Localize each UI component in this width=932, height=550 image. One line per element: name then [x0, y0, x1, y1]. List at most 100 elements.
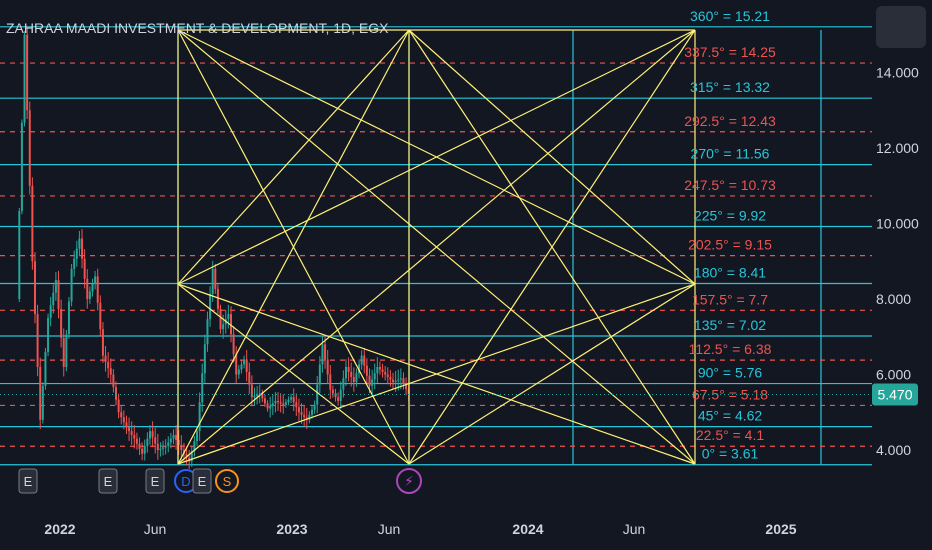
candle-body: [83, 258, 86, 279]
candle-body: [243, 359, 246, 365]
candle-body: [316, 384, 319, 405]
candle-body: [392, 379, 395, 383]
x-tick-label: Jun: [378, 521, 401, 537]
candle-body: [57, 280, 60, 310]
candle-body: [101, 329, 104, 356]
candle-body: [143, 446, 146, 454]
candle-body: [258, 393, 261, 395]
earnings-marker-label: E: [151, 474, 160, 489]
candle-body: [135, 438, 138, 444]
candle-body: [151, 431, 154, 438]
candle-body: [130, 431, 133, 435]
candle-body: [214, 268, 217, 289]
gann-level-label: 292.5° = 12.43: [684, 113, 776, 129]
gann-fan-line: [177, 29, 410, 465]
candle-body: [146, 438, 149, 447]
gann-fan-line: [177, 283, 696, 465]
candle-body: [386, 374, 389, 378]
candle-body: [88, 291, 91, 299]
lightning-marker-icon: ⚡: [404, 474, 414, 490]
candle-body: [263, 398, 266, 404]
split-marker: [215, 469, 239, 493]
candle-body: [138, 443, 141, 449]
candle-body: [389, 377, 392, 380]
candle-body: [162, 447, 165, 449]
candle-body: [148, 431, 151, 439]
y-tick-label: 6.000: [876, 367, 911, 383]
candle-body: [86, 278, 89, 299]
candle-body: [256, 394, 259, 396]
candle-body: [156, 443, 159, 450]
candle-body: [373, 373, 376, 380]
x-tick-label: 2022: [44, 521, 75, 537]
gann-level-label: 0° = 3.61: [702, 446, 759, 462]
candle-body: [172, 434, 175, 439]
candle-body: [397, 379, 400, 381]
candle-body: [279, 402, 282, 404]
candle-body: [363, 355, 366, 366]
gann-level-label: 90° = 5.76: [698, 365, 763, 381]
gann-level-label: 202.5° = 9.15: [688, 237, 772, 253]
candle-body: [198, 402, 201, 432]
candle-body: [290, 397, 293, 400]
candle-body: [31, 185, 34, 262]
candle-body: [33, 261, 36, 315]
candle-body: [303, 414, 306, 418]
candle-body: [117, 399, 120, 413]
candle-body: [23, 34, 26, 123]
candle-body: [371, 379, 374, 386]
y-tick-label: 10.000: [876, 216, 919, 232]
candle-body: [54, 280, 57, 293]
gann-fan-line: [408, 29, 696, 465]
candle-body: [378, 366, 381, 370]
gann-level-label: 337.5° = 14.25: [684, 44, 776, 60]
candle-body: [216, 288, 219, 310]
chart-settings-button[interactable]: [876, 6, 926, 48]
candle-body: [261, 393, 264, 399]
candle-body: [206, 319, 209, 345]
gann-level-label: 360° = 15.21: [690, 8, 770, 24]
candle-body: [75, 248, 78, 259]
candle-body: [334, 393, 337, 398]
last-price-tag: [872, 383, 918, 406]
candle-body: [112, 374, 115, 388]
candle-body: [154, 437, 157, 444]
candle-body: [99, 302, 102, 330]
candle-body: [277, 400, 280, 403]
chart-title: ZAHRAA MAADI INVESTMENT & DEVELOPMENT, 1…: [6, 20, 389, 36]
candle-body: [271, 403, 274, 406]
candle-body: [120, 412, 123, 418]
candle-body: [274, 400, 277, 404]
candle-body: [399, 378, 402, 380]
candle-body: [229, 314, 232, 335]
candle-body: [360, 355, 363, 365]
candle-body: [78, 238, 81, 249]
candle-body: [248, 371, 251, 385]
candle-body: [358, 364, 361, 374]
candle-body: [368, 375, 371, 386]
candle-body: [52, 292, 55, 306]
candle-body: [193, 441, 196, 452]
gann-fan-line: [177, 29, 696, 285]
y-tick-label: 8.000: [876, 291, 911, 307]
candle-body: [402, 378, 405, 384]
candle-body: [313, 404, 316, 410]
lightning-marker: [396, 468, 422, 494]
candle-body: [159, 448, 162, 450]
gann-level-label: 67.5° = 5.18: [692, 386, 768, 402]
candle-body: [337, 397, 340, 401]
candle-body: [245, 359, 248, 372]
candle-body: [365, 365, 368, 376]
candle-body: [211, 268, 214, 294]
candle-body: [222, 324, 225, 330]
candle-body: [109, 368, 112, 375]
candle-body: [81, 238, 84, 259]
gann-fan-line: [177, 283, 410, 465]
candle-body: [36, 314, 39, 367]
candle-body: [190, 451, 193, 462]
candle-body: [250, 384, 253, 398]
candle-body: [96, 276, 99, 303]
gann-level-label: 135° = 7.02: [694, 317, 766, 333]
candle-body: [164, 446, 167, 448]
